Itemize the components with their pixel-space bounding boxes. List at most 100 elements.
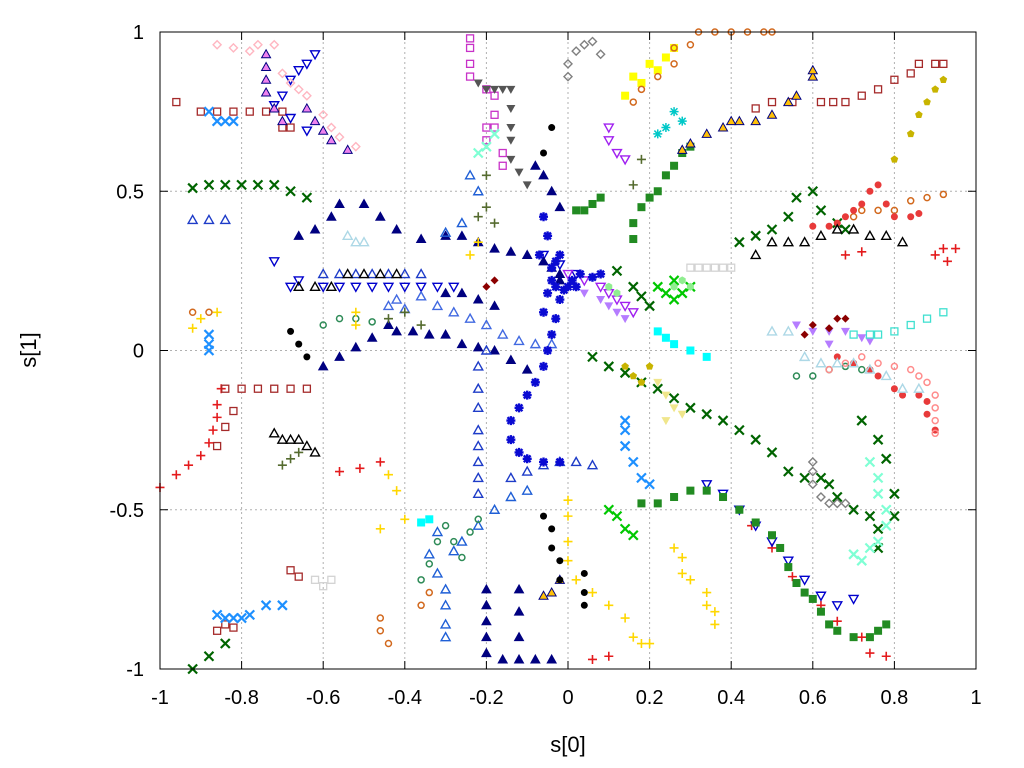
x-tick-label: -1	[151, 687, 169, 709]
scatter-point	[686, 263, 695, 272]
scatter-point	[318, 109, 329, 120]
scatter-point	[825, 222, 833, 230]
scatter-point	[465, 59, 475, 68]
scatter-point	[572, 206, 581, 215]
scatter-point	[645, 193, 654, 202]
scatter-point	[686, 282, 694, 291]
scatter-point	[474, 515, 482, 524]
scatter-point	[735, 505, 744, 514]
scatter-point	[390, 268, 403, 279]
scatter-point	[374, 268, 387, 279]
scatter-point	[619, 424, 631, 436]
scatter-point	[629, 72, 638, 81]
scatter-point	[637, 499, 646, 508]
scatter-point	[668, 392, 680, 404]
scatter-point	[864, 363, 876, 374]
scatter-point	[522, 181, 532, 190]
scatter-point	[203, 345, 215, 356]
scatter-point	[858, 200, 866, 208]
scatter-point	[906, 69, 915, 78]
scatter-point	[293, 280, 305, 291]
scatter-point	[668, 275, 680, 286]
scatter-point	[562, 269, 574, 280]
scatter-point	[546, 185, 558, 196]
scatter-point	[571, 46, 582, 57]
scatter-point	[309, 223, 321, 234]
scatter-point	[472, 360, 484, 371]
scatter-point	[808, 327, 818, 336]
scatter-point	[490, 218, 500, 228]
scatter-point	[710, 607, 720, 617]
scatter-point	[301, 59, 313, 70]
scatter-series-35	[310, 263, 736, 591]
scatter-point	[874, 372, 882, 380]
scatter-point	[750, 115, 762, 126]
scatter-point	[425, 560, 434, 568]
scatter-point	[221, 384, 230, 393]
scatter-point	[286, 454, 296, 464]
scatter-point	[815, 229, 827, 241]
scatter-point	[791, 321, 801, 330]
scatter-point	[652, 281, 664, 293]
scatter-series-33	[482, 276, 850, 339]
scatter-point	[685, 137, 696, 148]
scatter-point	[440, 329, 451, 339]
scatter-point	[302, 384, 312, 393]
scatter-point	[669, 404, 679, 413]
scatter-point	[317, 268, 329, 279]
scatter-point	[702, 352, 711, 361]
scatter-point	[668, 294, 680, 305]
scatter-point	[456, 287, 468, 298]
scatter-series-36	[605, 276, 694, 298]
scatter-point	[629, 371, 638, 380]
scatter-point	[849, 212, 858, 221]
scatter-point	[473, 237, 483, 247]
scatter-point	[857, 247, 867, 257]
scatter-point	[849, 330, 858, 339]
scatter-point	[244, 46, 255, 57]
scatter-point	[727, 263, 736, 272]
scatter-point	[563, 282, 573, 292]
scatter-series-20	[562, 123, 639, 319]
scatter-point	[456, 535, 468, 546]
scatter-point	[547, 330, 557, 340]
scatter-point	[481, 583, 492, 594]
scatter-point	[613, 289, 621, 298]
scatter-point	[482, 123, 491, 132]
scatter-point	[800, 330, 809, 339]
scatter-point	[293, 276, 305, 287]
scatter-point	[575, 269, 585, 279]
scatter-point	[563, 71, 573, 82]
scatter-point	[865, 633, 874, 642]
scatter-point	[864, 229, 876, 241]
scatter-point	[196, 107, 205, 116]
scatter-point	[415, 233, 427, 244]
scatter-point	[931, 416, 939, 425]
scatter-series-23	[563, 36, 851, 509]
scatter-point	[686, 486, 695, 495]
scatter-point	[906, 365, 915, 374]
scatter-point	[636, 154, 646, 164]
scatter-point	[857, 632, 867, 642]
scatter-point	[710, 263, 720, 272]
scatter-point	[490, 110, 499, 119]
scatter-point	[554, 201, 566, 212]
scatter-point	[570, 456, 582, 467]
scatter-point	[874, 626, 883, 635]
scatter-point	[540, 149, 548, 157]
x-tick-label: -0.4	[388, 687, 422, 709]
scatter-point	[301, 126, 313, 137]
scatter-point	[522, 390, 532, 400]
scatter-point	[319, 582, 328, 591]
scatter-point	[539, 212, 549, 222]
scatter-point	[807, 479, 818, 490]
scatter-point	[212, 441, 222, 451]
x-tick-label: 1	[970, 687, 981, 709]
scatter-point	[579, 39, 590, 50]
scatter-point	[220, 638, 231, 649]
scatter-series-25	[472, 128, 892, 566]
scatter-point	[521, 249, 533, 259]
scatter-point	[661, 417, 671, 426]
scatter-point	[481, 615, 492, 626]
scatter-point	[880, 504, 892, 516]
